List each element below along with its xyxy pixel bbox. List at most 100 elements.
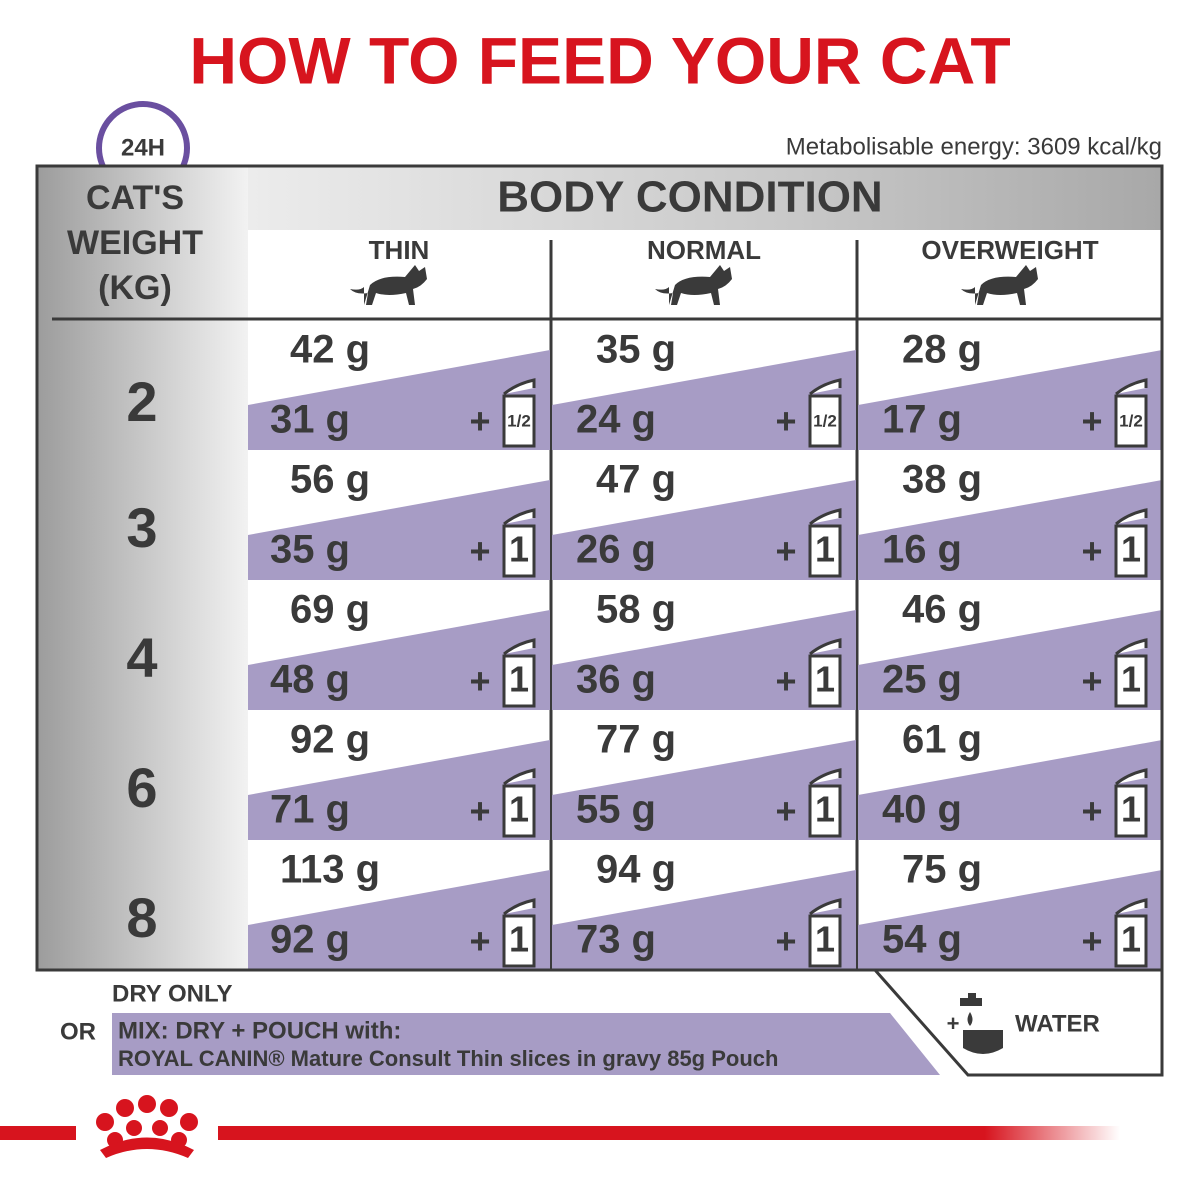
plus: +: [1081, 401, 1102, 442]
pouch-icon: [808, 898, 842, 968]
pouch-amount: 1: [815, 789, 835, 830]
plus: +: [1081, 791, 1102, 832]
pouch-icon: [1114, 638, 1148, 708]
dry-amount: 113 g: [280, 848, 380, 892]
dry-amount: 56 g: [290, 458, 370, 502]
pouch-icon: [502, 768, 536, 838]
mix-band: [858, 350, 1162, 450]
brand-bar-left: [0, 1126, 76, 1140]
pouch-amount: 1: [815, 659, 835, 700]
mix-band: [552, 480, 856, 580]
mix-band: [552, 870, 856, 970]
dry-amount: 35 g: [596, 328, 676, 372]
dry-amount: 58 g: [596, 588, 676, 632]
mix-band: [248, 350, 550, 450]
mix-amount: 71 g: [270, 788, 350, 832]
title: HOW TO FEED YOUR CAT: [189, 23, 1010, 97]
mix-band: [858, 870, 1162, 970]
dry-amount: 77 g: [596, 718, 676, 762]
weight-header: WEIGHT: [67, 224, 203, 262]
column-header: OVERWEIGHT: [921, 235, 1098, 265]
mix-band: [552, 740, 856, 840]
pouch-amount: 1: [815, 529, 835, 570]
mix-amount: 55 g: [576, 788, 656, 832]
dry-amount: 94 g: [596, 848, 676, 892]
water-plus: +: [947, 1011, 960, 1036]
dry-only: DRY ONLY: [112, 980, 232, 1007]
mix-band: [248, 740, 550, 840]
dry-amount: 69 g: [290, 588, 370, 632]
pouch-amount: 1/2: [1119, 411, 1143, 430]
dry-amount: 92 g: [290, 718, 370, 762]
plus: +: [469, 531, 490, 572]
mix-amount: 92 g: [270, 918, 350, 962]
badge-bg: [108, 132, 180, 164]
plus: +: [469, 401, 490, 442]
column-header: THIN: [369, 235, 430, 265]
plus: +: [1081, 661, 1102, 702]
pouch-amount: 1: [1121, 659, 1141, 700]
pouch-amount: 1/2: [507, 411, 531, 430]
mix-amount: 24 g: [576, 398, 656, 442]
mix-amount: 36 g: [576, 658, 656, 702]
mix-amount: 54 g: [882, 918, 962, 962]
mix-band: [858, 610, 1162, 710]
dry-amount: 38 g: [902, 458, 982, 502]
water-icon: [960, 993, 1003, 1054]
product: ROYAL CANIN® Mature Consult Thin slices …: [118, 1046, 778, 1071]
weight: 2: [126, 370, 157, 433]
pouch-icon: [1114, 898, 1148, 968]
mix-amount: 31 g: [270, 398, 350, 442]
pouch-amount: 1: [509, 529, 529, 570]
weight-header: (KG): [98, 269, 172, 307]
plus: +: [775, 921, 796, 962]
mix-amount: 25 g: [882, 658, 962, 702]
plus: +: [1081, 921, 1102, 962]
pouch-icon: [808, 508, 842, 578]
badge: 24H: [121, 134, 165, 161]
pouch-icon: [1114, 768, 1148, 838]
condition-header: BODY CONDITION: [497, 173, 882, 222]
mix-band: [858, 740, 1162, 840]
water-box: [873, 969, 1164, 1077]
pouch-icon: [502, 898, 536, 968]
plus: +: [1081, 531, 1102, 572]
weight-column: [37, 166, 248, 970]
weight: 4: [126, 626, 157, 689]
cells: CAT'S WEIGHT (KG) THIN NORMAL OVERWEIGHT 2 42 g…: [67, 179, 1162, 970]
weight: 8: [126, 886, 157, 949]
dry-amount: 28 g: [902, 328, 982, 372]
dry-amount: 47 g: [596, 458, 676, 502]
or: OR: [60, 1018, 96, 1045]
plus: +: [775, 531, 796, 572]
mix-amount: 48 g: [270, 658, 350, 702]
cat-icon: [961, 265, 1038, 305]
column-header: NORMAL: [647, 235, 761, 265]
plus: +: [775, 401, 796, 442]
plus: +: [469, 661, 490, 702]
pouch-amount: 1: [815, 919, 835, 960]
pouch-icon: [502, 508, 536, 578]
mix-band: [248, 480, 550, 580]
mix-amount: 17 g: [882, 398, 962, 442]
plus: +: [775, 791, 796, 832]
pouch-amount: 1: [1121, 529, 1141, 570]
weight: 3: [126, 496, 157, 559]
pouch-amount: 1/2: [813, 411, 837, 430]
dry-amount: 42 g: [290, 328, 370, 372]
pouch-icon: [808, 638, 842, 708]
pouch-amount: 1: [1121, 789, 1141, 830]
dry-amount: 46 g: [902, 588, 982, 632]
pouch-icon: [502, 638, 536, 708]
pouch-icon: [1114, 378, 1148, 448]
mix-band: [248, 610, 550, 710]
cat-icon: [350, 265, 427, 305]
dry-amount: 75 g: [902, 848, 982, 892]
mix-amount: 73 g: [576, 918, 656, 962]
weight-header: CAT'S: [86, 179, 184, 217]
pouch-amount: 1: [509, 659, 529, 700]
pouch-icon: [808, 378, 842, 448]
brand-bar-right: [218, 1126, 1120, 1140]
mix-amount: 35 g: [270, 528, 350, 572]
